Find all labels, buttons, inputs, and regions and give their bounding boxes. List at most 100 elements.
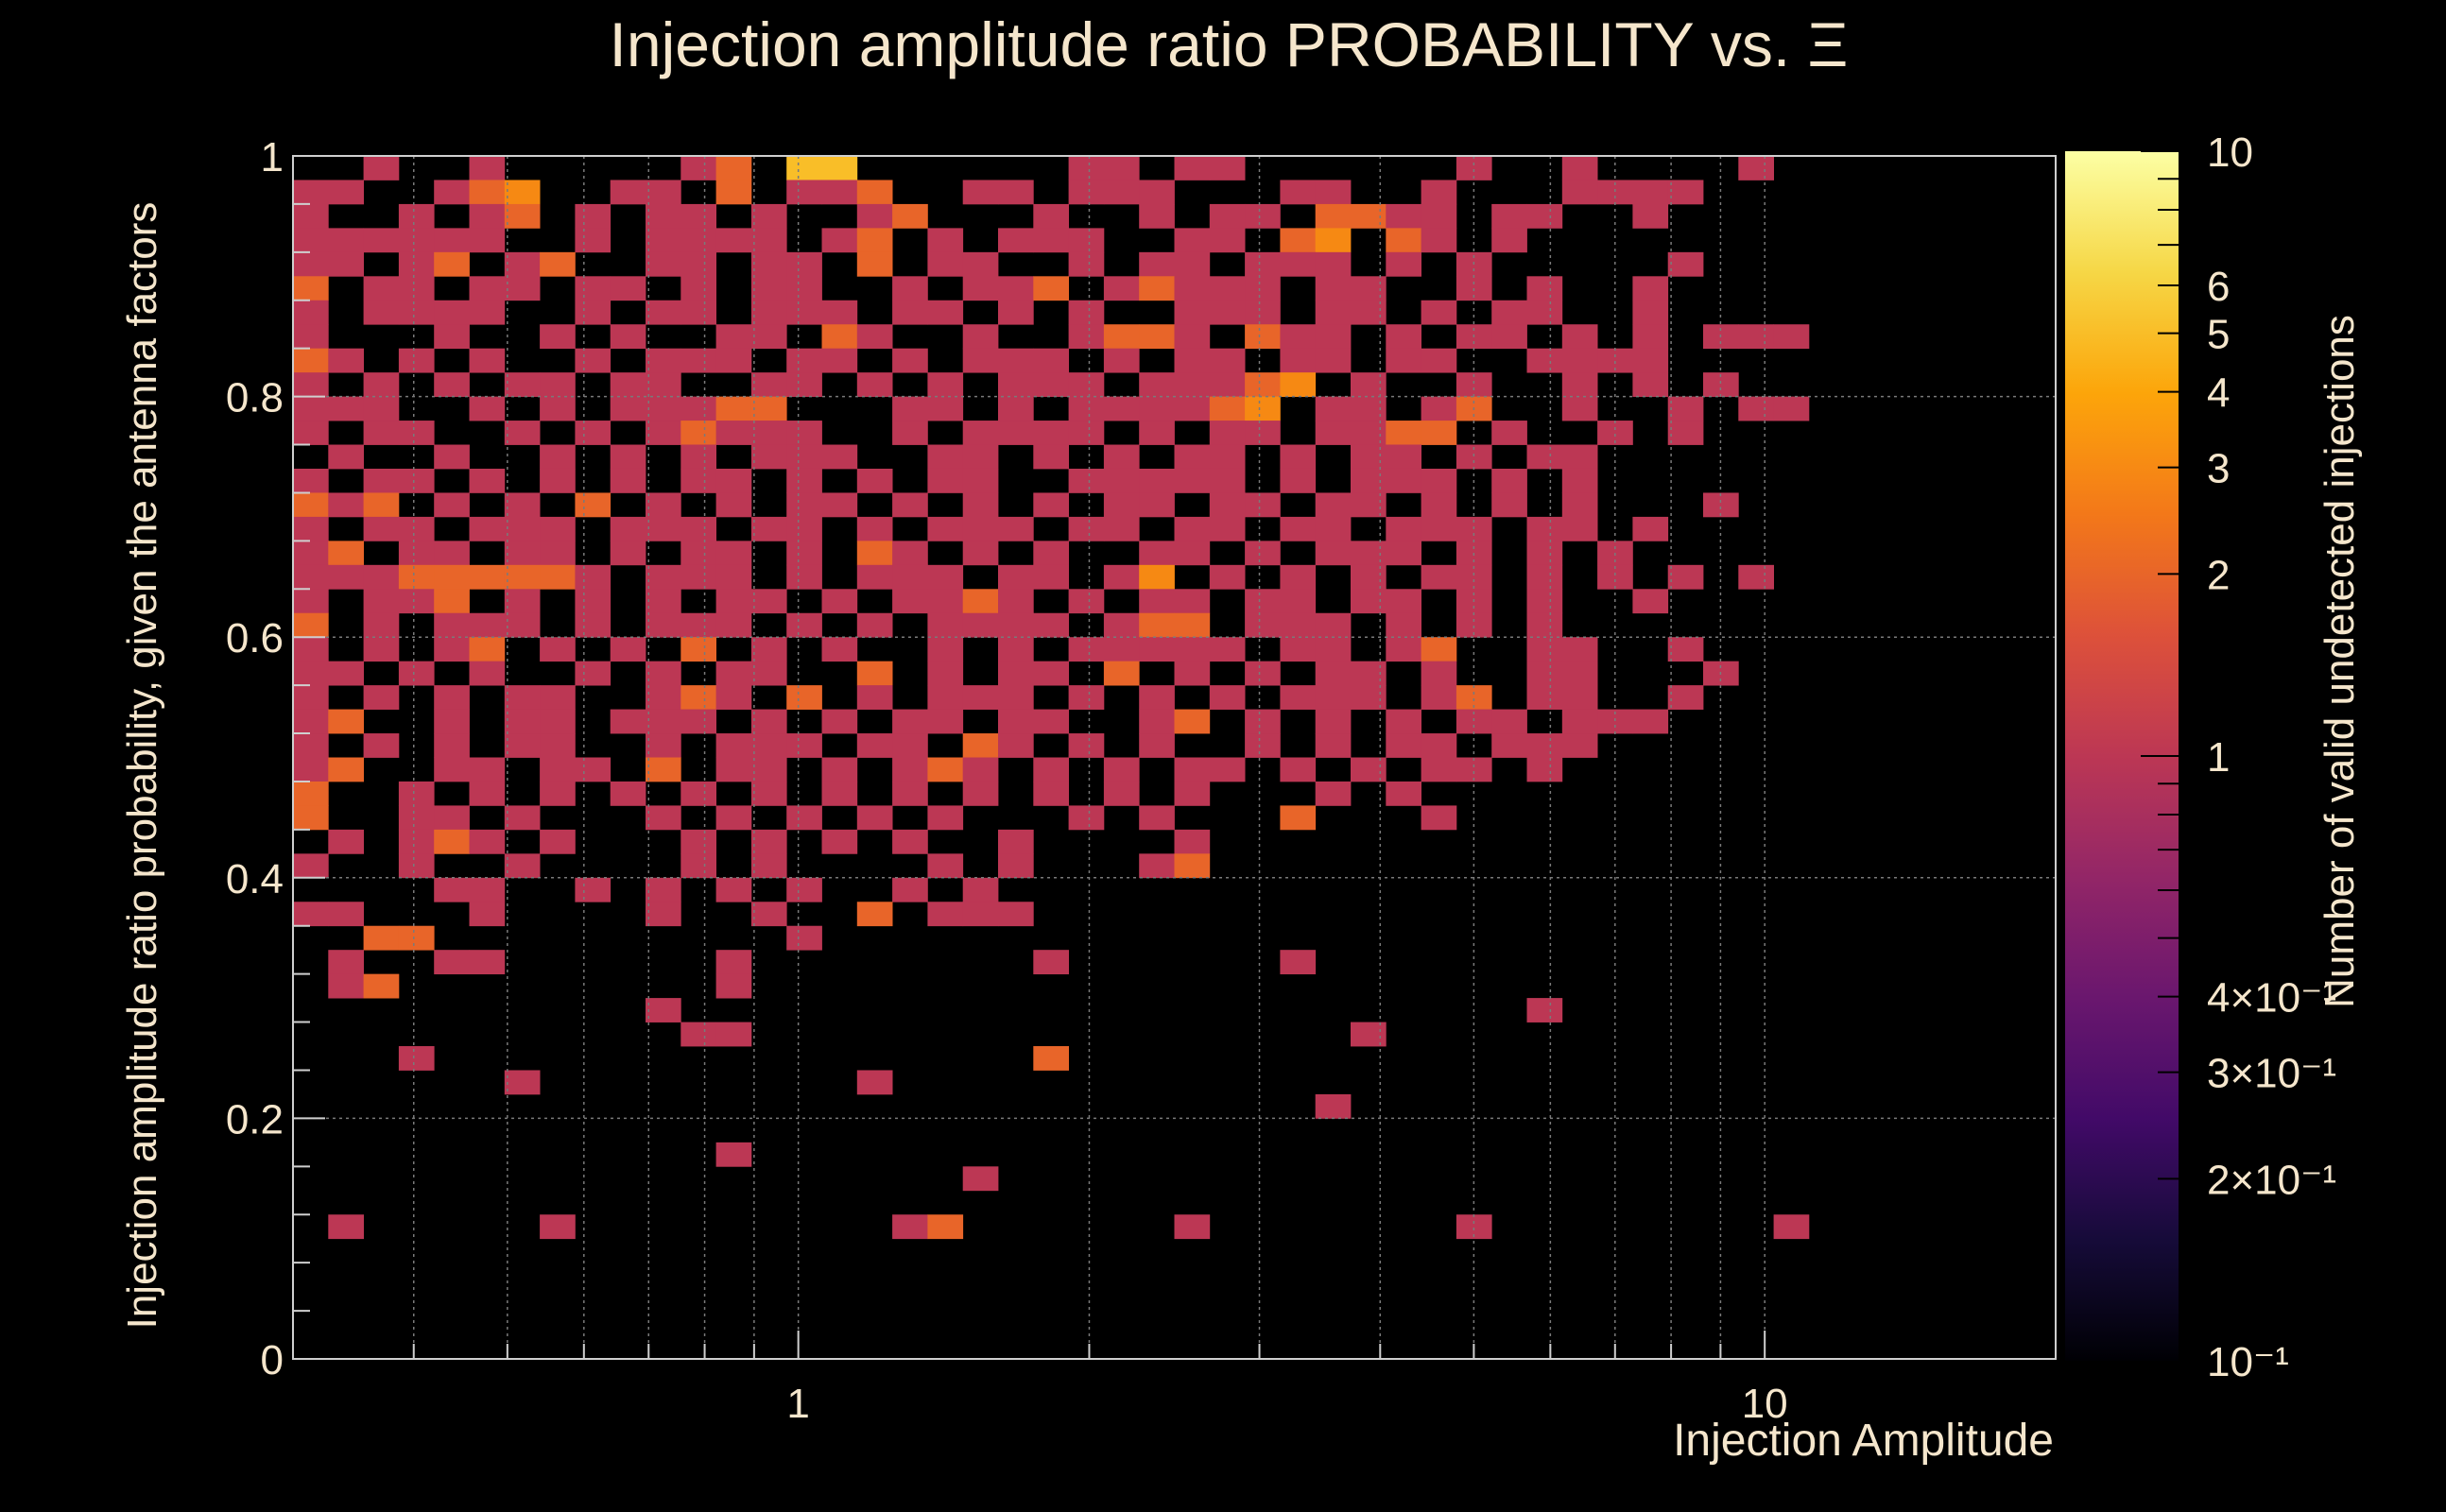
heatmap-cell (1421, 228, 1457, 253)
colorbar-tick-label: 3×10⁻¹ (2207, 1051, 2336, 1097)
heatmap-cell (1667, 564, 1704, 590)
heatmap-cell (469, 276, 506, 301)
colorbar-tick-label: 2 (2207, 552, 2230, 598)
heatmap-cell (1139, 733, 1175, 758)
heatmap-cell (750, 709, 787, 734)
heatmap-cell (680, 709, 716, 734)
heatmap-cell (293, 180, 329, 205)
heatmap-cell (750, 324, 787, 350)
heatmap-cell (1386, 348, 1421, 373)
heatmap-cell (328, 180, 364, 205)
heatmap-cell (927, 612, 964, 638)
heatmap-cell (469, 637, 506, 662)
heatmap-cell (646, 251, 681, 277)
heatmap-cell (1526, 300, 1563, 325)
heatmap-cell (398, 516, 435, 541)
heatmap-cell (1245, 276, 1281, 301)
heatmap-cell (363, 372, 400, 397)
heatmap-cell (892, 781, 928, 806)
heatmap-cell (927, 228, 964, 253)
heatmap-cell (1421, 733, 1457, 758)
heatmap-cell (750, 203, 787, 229)
heatmap-cell (1174, 1214, 1211, 1240)
heatmap-cell (1667, 637, 1704, 662)
heatmap-cell (504, 853, 541, 879)
heatmap-cell (610, 516, 646, 541)
heatmap-cell (856, 661, 893, 686)
heatmap-cell (1103, 661, 1140, 686)
heatmap-cell (821, 180, 858, 205)
heatmap-cell (469, 348, 506, 373)
heatmap-cell (680, 276, 716, 301)
heatmap-cell (1209, 396, 1246, 421)
heatmap-cell (1526, 733, 1563, 758)
heatmap-cell (1526, 541, 1563, 566)
heatmap-cell (504, 421, 541, 445)
heatmap-cell (363, 733, 400, 758)
heatmap-cell (1315, 300, 1352, 325)
heatmap-cell (962, 276, 999, 301)
heatmap-cell (469, 156, 506, 180)
heatmap-cell (786, 805, 822, 831)
heatmap-cell (1280, 251, 1317, 277)
heatmap-cell (821, 709, 858, 734)
heatmap-cell (1245, 396, 1281, 421)
heatmap-cell (1456, 564, 1492, 590)
heatmap-cell (1033, 709, 1069, 734)
heatmap-cell (1209, 757, 1246, 782)
heatmap-cell (680, 156, 716, 180)
heatmap-cell (1209, 276, 1246, 301)
heatmap-cell (962, 589, 999, 614)
heatmap-cell (328, 348, 364, 373)
heatmap-cell (1280, 564, 1317, 590)
heatmap-cell (1561, 733, 1598, 758)
heatmap-cell (575, 492, 612, 518)
heatmap-cell (293, 661, 329, 686)
heatmap-cell (1139, 541, 1175, 566)
heatmap-cell (1315, 733, 1352, 758)
heatmap-cell (363, 612, 400, 638)
heatmap-cell (927, 516, 964, 541)
heatmap-cell (1103, 276, 1140, 301)
heatmap-cell (1386, 421, 1421, 445)
heatmap-cell (1315, 781, 1352, 806)
x-tick-label: 1 (786, 1381, 809, 1427)
heatmap-cell (293, 902, 329, 927)
heatmap-cell (680, 829, 716, 854)
heatmap-cell (646, 902, 681, 927)
heatmap-cell (1209, 468, 1246, 493)
heatmap-cell (610, 396, 646, 421)
heatmap-cell (434, 733, 470, 758)
heatmap-cell (1632, 709, 1669, 734)
heatmap-cell (1033, 372, 1069, 397)
heatmap-cell (1033, 564, 1069, 590)
heatmap-cell (328, 661, 364, 686)
x-axis-label: Injection Amplitude (1673, 1416, 2054, 1466)
heatmap-cell (1174, 251, 1211, 277)
heatmap-cell (1315, 203, 1352, 229)
heatmap-cell (1103, 444, 1140, 470)
heatmap-cell (715, 564, 752, 590)
heatmap-cell (786, 468, 822, 493)
heatmap-cell (1597, 564, 1633, 590)
heatmap-cell (363, 468, 400, 493)
heatmap-cell (927, 444, 964, 470)
heatmap-cell (610, 276, 646, 301)
heatmap-cell (328, 757, 364, 782)
heatmap-cell (927, 372, 964, 397)
heatmap-cell (363, 421, 400, 445)
heatmap-cell (646, 564, 681, 590)
heatmap-cell (1245, 733, 1281, 758)
heatmap-cell (540, 733, 576, 758)
heatmap-cell (1315, 661, 1352, 686)
heatmap-cell (293, 637, 329, 662)
heatmap-cell (434, 251, 470, 277)
heatmap-cell (962, 1166, 999, 1192)
heatmap-cell (1103, 156, 1140, 180)
heatmap-cell (821, 757, 858, 782)
heatmap-cell (293, 589, 329, 614)
heatmap-cell (540, 637, 576, 662)
heatmap-cell (1561, 709, 1598, 734)
heatmap-cell (646, 589, 681, 614)
heatmap-cell (998, 637, 1034, 662)
